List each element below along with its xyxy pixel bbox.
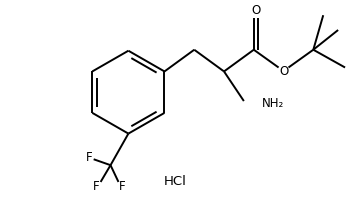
- Text: O: O: [279, 65, 288, 78]
- Text: NH₂: NH₂: [262, 97, 284, 110]
- Text: F: F: [93, 180, 100, 193]
- Text: F: F: [119, 180, 126, 193]
- Text: F: F: [85, 151, 92, 164]
- Text: O: O: [251, 4, 260, 17]
- Text: HCl: HCl: [164, 175, 186, 188]
